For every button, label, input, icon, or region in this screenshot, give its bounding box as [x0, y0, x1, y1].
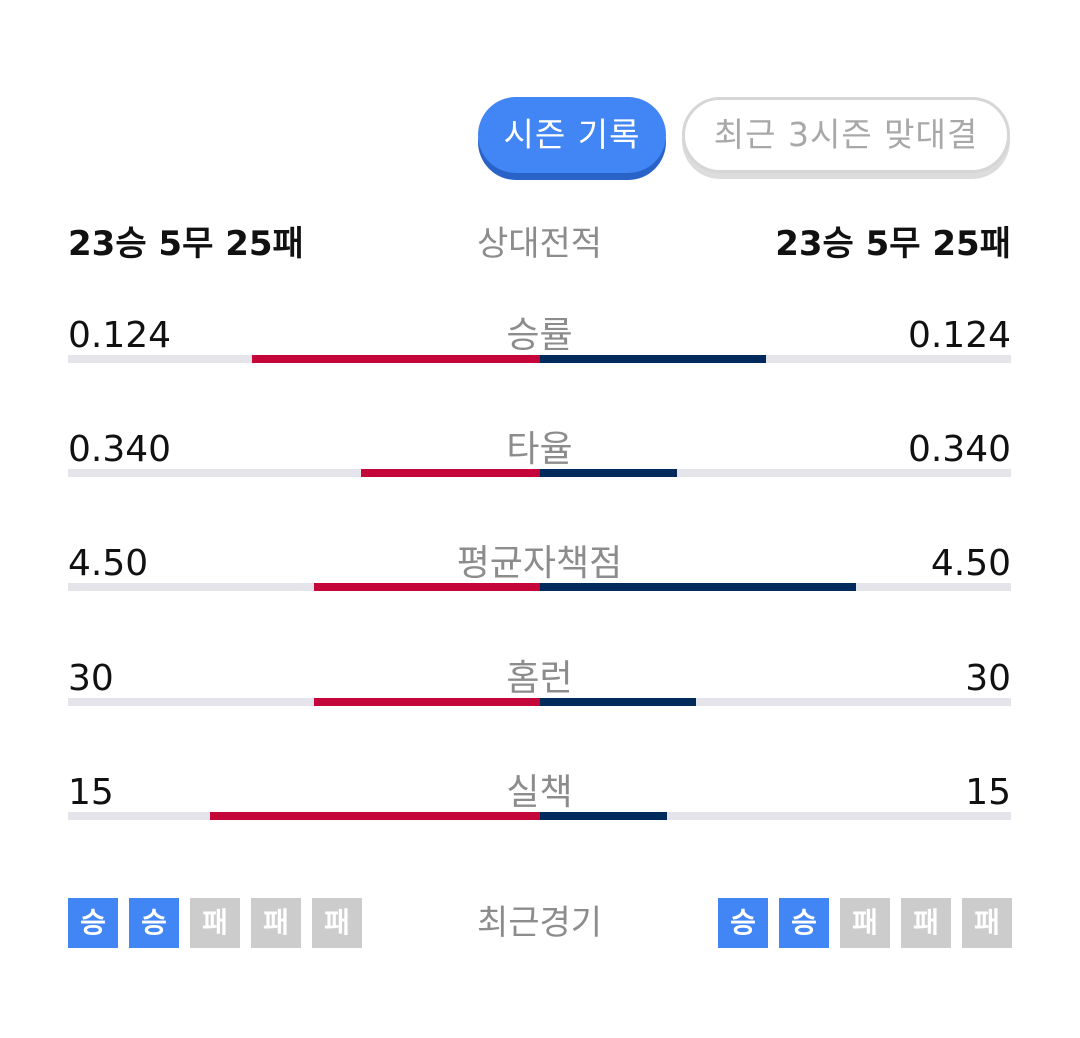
left-team-bar: [314, 698, 540, 706]
stat-label: 실책: [68, 769, 1011, 817]
stat-label: 홈런: [68, 655, 1011, 703]
left-team-bar: [252, 355, 540, 363]
loss-badge: 패: [840, 898, 890, 948]
right-value: 15: [965, 769, 1011, 817]
left-team-bar: [314, 583, 540, 591]
win-badge: 승: [779, 898, 829, 948]
head-to-head-summary: 23승 5무 25패 상대전적 23승 5무 25패: [68, 219, 1011, 269]
view-toggle: 시즌 기록 최근 3시즌 맞대결: [478, 97, 1010, 181]
stat-row-home-runs: 30 홈런 30: [68, 655, 1011, 715]
right-team-bar: [540, 812, 667, 820]
comparison-bar-track: [68, 355, 1011, 363]
right-team-bar: [540, 583, 856, 591]
stat-label: 승률: [68, 312, 1011, 360]
stat-label: 타율: [68, 426, 1011, 474]
stat-label: 평균자책점: [68, 540, 1011, 588]
stat-row-errors: 15 실책 15: [68, 769, 1011, 829]
right-value: 30: [965, 655, 1011, 703]
stat-row-win-rate: 0.124 승률 0.124: [68, 312, 1011, 372]
comparison-bar-track: [68, 469, 1011, 477]
right-team-bar: [540, 469, 677, 477]
right-team-record: 23승 5무 25패: [775, 219, 1011, 269]
right-value: 0.340: [908, 426, 1011, 474]
right-value: 0.124: [908, 312, 1011, 360]
right-team-bar: [540, 355, 766, 363]
season-record-tab[interactable]: 시즌 기록: [478, 97, 666, 173]
right-value: 4.50: [931, 540, 1011, 588]
stat-row-batting-average: 0.340 타율 0.340: [68, 426, 1011, 486]
comparison-bar-track: [68, 583, 1011, 591]
loss-badge: 패: [901, 898, 951, 948]
loss-badge: 패: [962, 898, 1012, 948]
left-team-bar: [210, 812, 540, 820]
left-team-bar: [361, 469, 540, 477]
right-team-bar: [540, 698, 696, 706]
recent-3-seasons-tab[interactable]: 최근 3시즌 맞대결: [682, 97, 1010, 173]
comparison-bar-track: [68, 698, 1011, 706]
stat-row-era: 4.50 평균자책점 4.50: [68, 540, 1011, 600]
comparison-bar-track: [68, 812, 1011, 820]
win-badge: 승: [718, 898, 768, 948]
